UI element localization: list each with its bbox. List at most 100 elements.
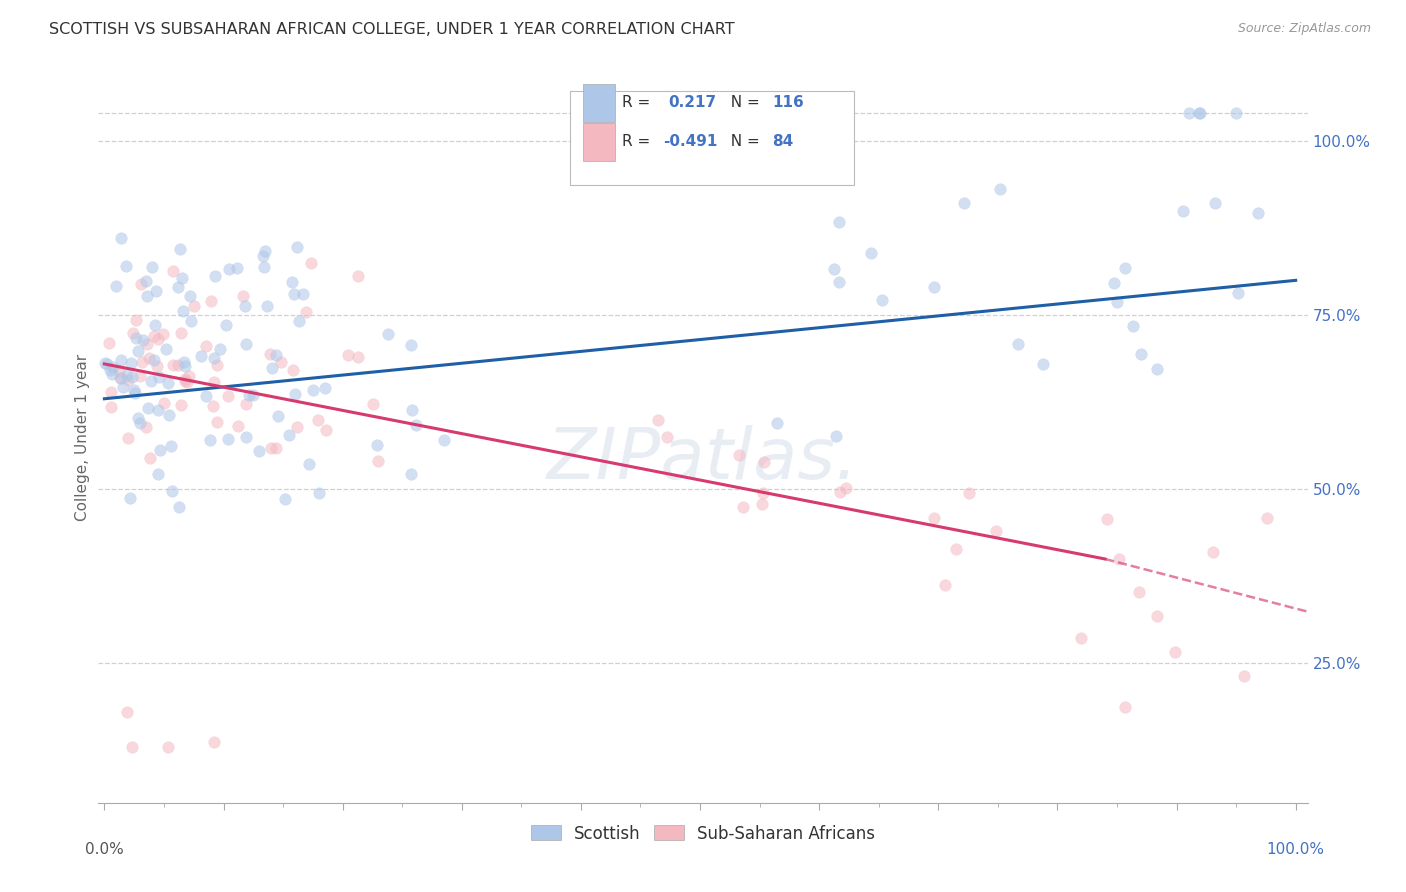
Point <box>152 326 174 341</box>
Point <box>242 388 264 402</box>
Point <box>170 326 193 340</box>
Point <box>135 337 157 351</box>
Point <box>205 415 228 429</box>
Point <box>209 342 232 356</box>
Point <box>1171 204 1194 219</box>
Point <box>957 486 980 500</box>
Point <box>278 427 301 442</box>
Point <box>183 299 205 313</box>
Point <box>198 434 221 448</box>
Point <box>1032 357 1054 371</box>
Point <box>160 440 183 454</box>
Point <box>194 339 217 353</box>
Point <box>202 735 225 749</box>
Point <box>155 343 177 357</box>
Point <box>1130 346 1153 360</box>
Text: R =: R = <box>621 134 655 149</box>
Point <box>136 289 159 303</box>
Point <box>146 467 169 481</box>
Y-axis label: College, Under 1 year: College, Under 1 year <box>75 353 90 521</box>
Point <box>1202 544 1225 558</box>
Point <box>148 332 170 346</box>
Point <box>169 242 191 256</box>
Point <box>145 284 167 298</box>
Point <box>256 299 278 313</box>
Point <box>247 443 270 458</box>
Point <box>1007 337 1029 351</box>
Point <box>830 484 852 499</box>
Point <box>260 442 283 456</box>
Point <box>148 370 170 384</box>
Point <box>115 368 138 382</box>
Point <box>152 396 174 410</box>
Point <box>287 314 309 328</box>
Point <box>752 485 775 500</box>
Point <box>135 420 157 434</box>
Point <box>100 401 122 415</box>
Point <box>934 578 956 592</box>
Point <box>1146 361 1168 376</box>
Point <box>200 293 222 308</box>
Point <box>167 359 190 373</box>
Point <box>253 260 276 275</box>
Point <box>110 371 132 385</box>
Point <box>125 313 148 327</box>
Point <box>233 299 256 313</box>
Point <box>1070 631 1092 645</box>
Point <box>179 289 201 303</box>
Point <box>115 706 138 720</box>
Point <box>235 337 257 351</box>
Text: SCOTTISH VS SUBSAHARAN AFRICAN COLLEGE, UNDER 1 YEAR CORRELATION CHART: SCOTTISH VS SUBSAHARAN AFRICAN COLLEGE, … <box>49 22 735 37</box>
Point <box>148 403 170 417</box>
Point <box>922 511 945 525</box>
Point <box>1146 608 1168 623</box>
Point <box>160 483 183 498</box>
Text: R =: R = <box>621 95 659 111</box>
FancyBboxPatch shape <box>569 91 855 185</box>
Point <box>274 491 297 506</box>
Point <box>156 740 179 755</box>
Point <box>173 355 195 369</box>
Point <box>647 413 669 427</box>
Point <box>399 337 422 351</box>
Point <box>139 450 162 465</box>
Point <box>114 259 136 273</box>
Point <box>1177 106 1199 120</box>
Point <box>405 418 427 433</box>
Point <box>172 303 194 318</box>
Point <box>122 383 145 397</box>
Point <box>824 428 846 442</box>
Point <box>315 423 337 437</box>
Point <box>149 442 172 457</box>
Point <box>367 454 389 468</box>
Text: -0.491: -0.491 <box>664 134 717 149</box>
Point <box>226 261 249 276</box>
Point <box>655 429 678 443</box>
Point <box>765 416 787 430</box>
Point <box>1204 195 1226 210</box>
Point <box>97 336 120 351</box>
Point <box>100 368 122 382</box>
Point <box>235 429 257 443</box>
Point <box>347 350 370 364</box>
Point <box>170 398 193 412</box>
Text: 0.0%: 0.0% <box>84 842 124 856</box>
Point <box>366 437 388 451</box>
Point <box>399 467 422 482</box>
Point <box>260 360 283 375</box>
Point <box>984 524 1007 538</box>
Point <box>207 358 229 372</box>
Point <box>284 387 307 401</box>
Point <box>125 331 148 345</box>
Point <box>100 385 122 400</box>
Point <box>202 399 225 413</box>
FancyBboxPatch shape <box>583 122 614 161</box>
Point <box>139 374 162 388</box>
Point <box>1188 106 1211 120</box>
Point <box>170 271 193 285</box>
Point <box>252 249 274 263</box>
Point <box>232 288 254 302</box>
Point <box>295 305 318 319</box>
Point <box>835 481 858 495</box>
Point <box>177 369 200 384</box>
